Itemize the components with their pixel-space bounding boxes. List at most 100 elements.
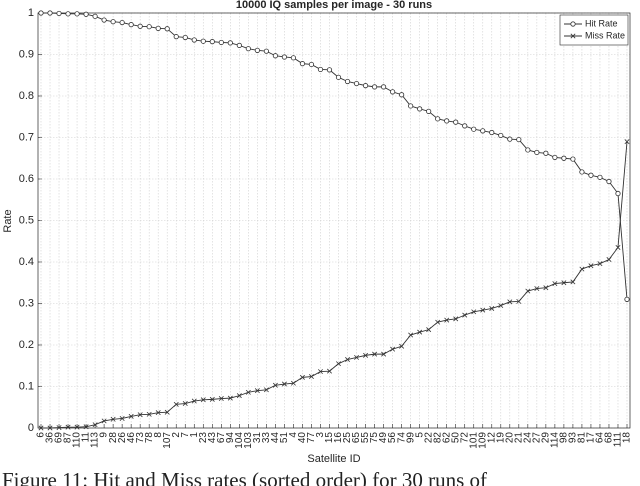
data-point [65, 11, 71, 17]
data-point [326, 67, 333, 73]
data-point [471, 126, 477, 132]
x-tick-label: 8 [153, 432, 164, 438]
data-point [182, 34, 188, 41]
data-point [606, 178, 612, 185]
x-tick-label: 4 [288, 432, 299, 438]
data-point [344, 78, 351, 85]
data-point [281, 381, 287, 387]
data-point [579, 169, 585, 175]
x-tick-label: 22 [423, 432, 434, 444]
x-tick-label: 3 [315, 432, 326, 438]
x-tick-label: 31 [252, 432, 263, 444]
data-point [65, 424, 71, 430]
y-tick-label: 0.6 [19, 173, 34, 185]
plot-area [38, 13, 630, 428]
data-point [453, 119, 459, 125]
data-point [110, 19, 116, 25]
x-tick-label: 111 [613, 432, 624, 448]
data-point [390, 346, 396, 352]
data-point [245, 389, 251, 395]
data-point [299, 374, 305, 380]
data-point [380, 84, 387, 90]
data-point [92, 13, 98, 19]
data-point [588, 172, 594, 178]
data-point [74, 424, 80, 430]
data-point [200, 38, 206, 44]
y-tick-label: 0.8 [19, 90, 34, 102]
data-point [101, 17, 107, 23]
data-point [218, 396, 224, 402]
figure-caption: Figure 11: Hit and Miss rates (sorted or… [2, 468, 487, 486]
data-point [290, 55, 297, 61]
data-point [227, 395, 233, 401]
data-point [624, 139, 630, 145]
data-point [399, 343, 405, 349]
x-tick-label: 99 [405, 432, 416, 444]
x-tick-label: 114 [550, 432, 561, 448]
y-tick-label: 0.4 [19, 256, 34, 268]
x-tick-label: 36 [45, 432, 56, 444]
data-point [525, 288, 531, 294]
data-point [570, 279, 576, 285]
data-point [47, 425, 53, 431]
data-point [543, 285, 549, 291]
x-tick-label: 19 [495, 432, 506, 444]
data-point [200, 397, 206, 403]
data-point [164, 409, 170, 415]
data-point [345, 357, 351, 363]
data-point [426, 108, 432, 114]
data-point [381, 351, 387, 357]
y-tick-label: 0 [28, 422, 34, 434]
series-line [41, 141, 628, 429]
data-point [317, 66, 324, 73]
legend-marker [570, 33, 576, 39]
data-point [399, 92, 405, 98]
x-tick-label: 98 [559, 432, 570, 444]
x-tick-label: 67 [216, 432, 227, 444]
x-tick-label: 43 [207, 432, 218, 444]
data-point [579, 266, 585, 272]
data-point [272, 53, 278, 59]
x-tick-label: 113 [90, 432, 101, 448]
chart-title: 10000 IQ samples per image - 30 runs [236, 0, 432, 11]
y-tick-label: 0.5 [19, 214, 34, 226]
data-point [516, 136, 522, 143]
x-tick-label: 110 [72, 432, 83, 448]
data-point [308, 61, 315, 68]
x-tick-label: 20 [504, 432, 515, 444]
data-point [417, 329, 423, 335]
data-point [408, 332, 414, 338]
legend-marker [570, 21, 576, 27]
data-point [137, 23, 143, 29]
data-point [227, 40, 233, 46]
x-tick-label: 77 [306, 432, 317, 444]
data-point [489, 305, 495, 311]
data-point [453, 316, 459, 322]
data-point [155, 25, 161, 31]
x-tick-label: 46 [126, 432, 137, 444]
x-tick-label: 40 [297, 432, 308, 444]
data-point [615, 190, 621, 197]
data-point [209, 39, 215, 45]
x-tick-label: 93 [568, 432, 579, 444]
data-point [128, 413, 134, 419]
data-point [534, 286, 540, 292]
data-point [588, 263, 594, 269]
data-point [363, 352, 369, 358]
data-point [489, 129, 495, 136]
data-point [435, 116, 441, 122]
data-point [471, 309, 477, 315]
x-tick-label: 15 [324, 432, 335, 444]
x-tick-label: 75 [369, 432, 380, 444]
data-point [354, 354, 360, 360]
data-point [480, 128, 486, 134]
x-tick-label: 104 [234, 432, 245, 449]
data-point [372, 351, 378, 357]
x-tick-label: 12 [486, 432, 497, 444]
x-tick-label: 69 [54, 432, 65, 444]
x-tick-label: 11 [81, 432, 92, 443]
x-tick-label: 44 [270, 432, 281, 444]
x-tick-label: 27 [531, 432, 542, 444]
data-point [606, 257, 612, 262]
x-tick-label: 72 [459, 432, 470, 444]
